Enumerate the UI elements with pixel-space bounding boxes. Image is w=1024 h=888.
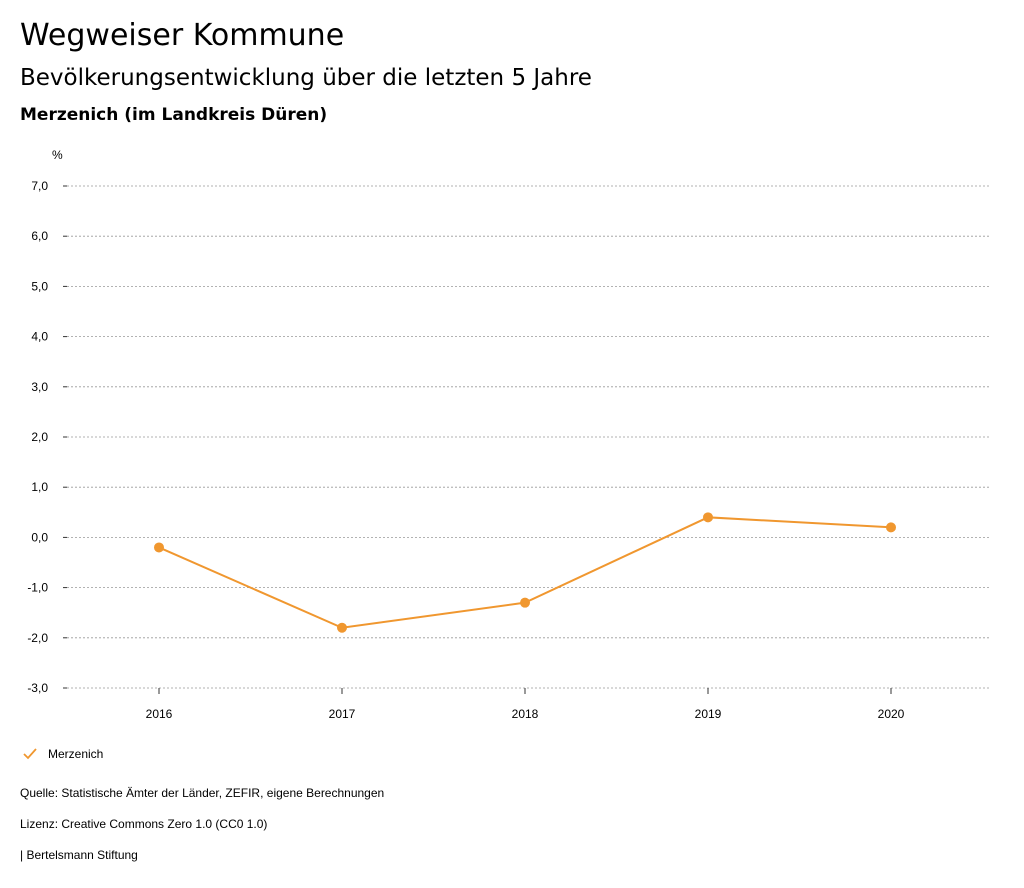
source-note: Quelle: Statistische Ämter der Länder, Z… <box>20 786 385 800</box>
y-axis-unit-label: % <box>52 148 63 162</box>
y-tick-label: 3,0 <box>31 380 48 394</box>
data-point[interactable] <box>337 622 347 633</box>
y-tick-label: 7,0 <box>31 179 48 193</box>
x-tick-label: 2019 <box>695 707 722 721</box>
data-point[interactable] <box>886 522 896 533</box>
axis-layer: % 7,0 6,0 5,0 4,0 3,0 2,0 1,0 0,0 -1,0 -2,0 -3,0 201… <box>27 148 904 721</box>
data-point[interactable] <box>703 512 713 523</box>
y-tick-label: 1,0 <box>31 480 48 494</box>
data-point[interactable] <box>154 542 164 553</box>
y-tick-label: 0,0 <box>31 530 48 544</box>
region-label: Merzenich (im Landkreis Düren) <box>20 105 328 125</box>
y-tick-label: 6,0 <box>31 229 48 243</box>
grid-layer <box>67 185 990 689</box>
x-tick-label: 2016 <box>146 707 173 721</box>
license-note: Lizenz: Creative Commons Zero 1.0 (CC0 1… <box>20 817 268 831</box>
page-title: Wegweiser Kommune <box>20 18 345 53</box>
publisher-note: | Bertelsmann Stiftung <box>20 848 138 862</box>
y-tick-label: 4,0 <box>31 330 48 344</box>
series-line <box>158 516 892 629</box>
data-point[interactable] <box>520 597 530 608</box>
y-tick-label: 2,0 <box>31 430 48 444</box>
legend-label: Merzenich <box>48 747 104 761</box>
x-tick-label: 2020 <box>878 707 905 721</box>
x-tick-label: 2017 <box>329 707 356 721</box>
chart-subtitle: Bevölkerungsentwicklung über die letzten… <box>20 65 592 91</box>
y-tick-label: -1,0 <box>27 581 48 595</box>
check-icon <box>23 748 37 760</box>
y-tick-label: -3,0 <box>27 681 48 695</box>
y-tick-label: 5,0 <box>31 279 48 293</box>
x-tick-label: 2018 <box>512 707 539 721</box>
legend[interactable]: Merzenich <box>22 746 103 762</box>
y-tick-label: -2,0 <box>27 631 48 645</box>
series-layer <box>154 512 896 633</box>
